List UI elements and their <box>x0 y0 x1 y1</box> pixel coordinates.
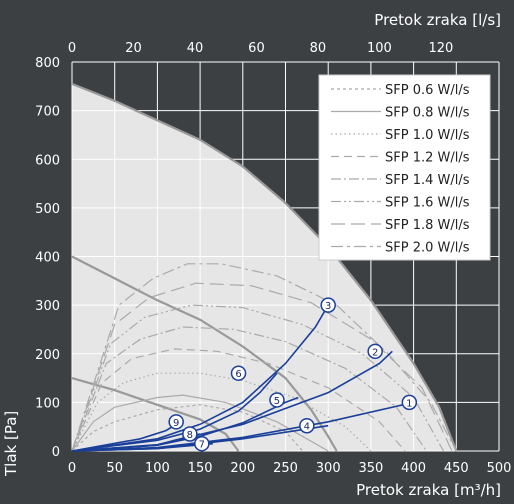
y-tick-label: 700 <box>35 105 60 120</box>
sfp-line-3 <box>71 348 406 452</box>
x-axis-title: Pretok zraka [m³/h] <box>356 481 501 499</box>
marker-9: 9 <box>168 414 184 430</box>
legend-box <box>318 74 491 261</box>
legend-label-4: SFP 1.4 W/l/s <box>385 173 470 188</box>
x-tick-label: 150 <box>188 461 213 476</box>
x2-tick-label: 60 <box>248 41 265 56</box>
x-tick-label: 200 <box>230 461 255 476</box>
x-tick-label: 50 <box>106 461 123 476</box>
marker-4: 4 <box>299 417 315 434</box>
marker-circle <box>320 297 336 313</box>
x-axis-tick-labels: 0 50 100 150 200 250 300 350 400 450 500 <box>68 461 512 476</box>
legend-label-5: SFP 1.6 W/l/s <box>385 196 470 211</box>
legend-label-3: SFP 1.2 W/l/s <box>385 151 470 166</box>
x-tick-label: 100 <box>145 461 170 476</box>
x2-tick-label: 80 <box>310 41 327 56</box>
x2-tick-label: 0 <box>68 41 76 56</box>
y-tick-label: 600 <box>35 153 60 168</box>
marker-circle <box>168 414 184 430</box>
y-axis-tick-labels: 0 100 200 300 400 500 600 700 800 <box>35 56 60 460</box>
x2-tick-label: 40 <box>187 41 204 56</box>
legend-label-0: SFP 0.6 W/l/s <box>385 83 470 98</box>
sfp-line-7 <box>71 263 457 452</box>
y-tick-label: 800 <box>35 56 60 71</box>
marker-5: 5 <box>269 392 285 408</box>
marker-label: 9 <box>173 418 179 429</box>
marker-circle <box>299 417 315 434</box>
y-tick-label: 400 <box>35 251 60 266</box>
marker-1: 1 <box>401 394 418 411</box>
legend-label-7: SFP 2.0 W/l/s <box>385 241 470 256</box>
fan-curve-max <box>71 82 458 452</box>
plot-area <box>72 83 457 452</box>
legend-label-2: SFP 1.0 W/l/s <box>385 128 470 143</box>
legend-label-1: SFP 0.8 W/l/s <box>385 106 470 121</box>
marker-circle <box>230 365 247 381</box>
operating-region <box>72 83 457 452</box>
sfp-lines <box>71 263 457 452</box>
y-tick-label: 100 <box>35 396 60 411</box>
x-tick-label: 350 <box>358 461 383 476</box>
y-tick-label: 500 <box>35 202 60 217</box>
marker-8: 8 <box>182 426 198 442</box>
marker-label: 8 <box>187 430 193 441</box>
sfp-line-4 <box>71 326 427 452</box>
marker-7: 7 <box>194 435 210 452</box>
x2-tick-label: 20 <box>125 41 142 56</box>
sfp-line-1 <box>71 394 329 452</box>
marker-circle <box>182 426 198 442</box>
y-tick-label: 200 <box>35 348 60 363</box>
legend-label-6: SFP 1.8 W/l/s <box>385 218 470 233</box>
fan-curves <box>71 82 458 452</box>
system-curve-3 <box>71 304 329 452</box>
marker-circle <box>194 435 210 452</box>
sfp-line-2 <box>71 372 372 452</box>
sfp-line-0 <box>71 404 304 452</box>
sfp-line-6 <box>71 282 453 452</box>
fan-curve-mid <box>71 255 338 452</box>
marker-label: 1 <box>406 398 412 409</box>
marker-6: 6 <box>230 365 247 381</box>
marker-circle <box>401 394 418 411</box>
marker-label: 4 <box>304 422 310 433</box>
legend: SFP 0.6 W/l/s SFP 0.8 W/l/s SFP 1.0 W/l/s S… <box>318 74 491 261</box>
y-tick-label: 300 <box>35 299 60 314</box>
marker-3: 3 <box>320 297 336 313</box>
x-tick-label: 0 <box>68 461 76 476</box>
marker-label: 3 <box>325 301 331 312</box>
x-tick-label: 500 <box>487 461 512 476</box>
x2-axis-tick-labels: 0 20 40 60 80 100 120 <box>68 41 453 56</box>
x-tick-label: 400 <box>401 461 426 476</box>
y-axis-title: Tlak [Pa] <box>2 411 20 477</box>
marker-2: 2 <box>367 343 383 360</box>
x-tick-label: 300 <box>316 461 341 476</box>
sfp-line-5 <box>71 304 445 452</box>
operating-point-markers: 1 2 3 4 5 6 789 <box>168 297 418 452</box>
marker-label: 7 <box>199 440 205 451</box>
marker-circle <box>269 392 285 408</box>
y-tick-label: 0 <box>52 445 60 460</box>
x-tick-label: 250 <box>273 461 298 476</box>
marker-label: 2 <box>372 347 378 358</box>
system-curve-6 <box>71 372 278 452</box>
marker-label: 5 <box>274 396 280 407</box>
x2-tick-label: 120 <box>428 41 453 56</box>
x2-axis-title: Pretok zraka [l/s] <box>374 11 501 29</box>
x2-tick-label: 100 <box>367 41 392 56</box>
marker-circle <box>367 343 383 360</box>
marker-label: 6 <box>235 369 241 380</box>
x-tick-label: 450 <box>444 461 469 476</box>
fan-curve-low <box>71 377 240 452</box>
